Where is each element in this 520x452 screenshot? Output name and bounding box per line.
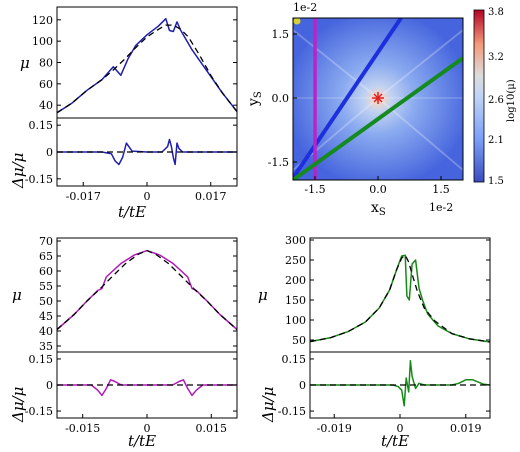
panel1-resid-xtick-label: 0.017 xyxy=(195,190,227,203)
panel3-resid-ytick-label: 0.15 xyxy=(29,353,54,366)
panel1-mag-frame xyxy=(56,6,238,119)
panel4-resid-xtick-label: -0.019 xyxy=(317,422,352,435)
panel3-mag-model-line xyxy=(56,249,238,330)
panel1-mag-ytick-label: 80 xyxy=(39,57,53,70)
panel4-mag-ytick-label: 200 xyxy=(285,274,306,287)
cb-tick-5: 1.5 xyxy=(488,176,504,187)
source-track-blue xyxy=(293,18,403,180)
panel4-mag-ytick-label: 150 xyxy=(285,294,306,307)
panel3-mag-ytick-label: 70 xyxy=(39,235,53,248)
panel4-mag-ytick-label: 300 xyxy=(285,234,306,247)
panel4-resid-data-line xyxy=(310,359,491,407)
panel4-resid-xtick-label: 0 xyxy=(397,422,404,435)
panel3-mag-ytick-label: 40 xyxy=(39,325,53,338)
map-ytick-1: 1.5 xyxy=(272,28,290,41)
panel1-mag-model-line xyxy=(56,24,238,114)
map-ytick-3: -1.5 xyxy=(268,156,289,169)
panel4: 300 250 200 150 100 50 0.15 0 -0.15 -0.019 0 0.019… xyxy=(258,234,491,450)
panel4-resid-ytick-label: 0.15 xyxy=(282,353,307,366)
panel4-mag-ytick-label: 50 xyxy=(292,334,306,347)
panel3-resid-data-line xyxy=(57,379,237,397)
panel4-mag-ytick-label: 100 xyxy=(285,314,306,327)
map-xticks: -1.5 0.0 1.5 xyxy=(304,176,450,196)
source-marker xyxy=(293,17,301,25)
map-offset-bottom: 1e-2 xyxy=(429,201,453,214)
panel1-resid-ytick-label: -0.15 xyxy=(25,173,53,186)
panel1-ylabel-mu: μ xyxy=(20,54,30,72)
panel3-xlabel: t/tE xyxy=(128,432,156,450)
panel4-mag-ytick-label: 250 xyxy=(285,254,306,267)
colorbar xyxy=(473,9,485,183)
panel4-resid-ytick-label: -0.15 xyxy=(278,405,306,418)
map-ylabel: yS xyxy=(246,91,264,107)
map-xtick-1: -1.5 xyxy=(304,183,325,196)
map-xlabel: xS xyxy=(371,200,386,218)
panel1-xlabel: t/tE xyxy=(118,203,146,221)
panel1-resid-xtick-label: -0.017 xyxy=(66,190,101,203)
panel4-resid-frame xyxy=(309,351,491,419)
colorbar-label: log10(μ) xyxy=(506,79,517,122)
panel2-map: 1e-2 1e-2 -1.5 0.0 1.5 1.5 0.0 -1.5 xS y… xyxy=(246,1,517,218)
panel3-resid-xtick-label: -0.015 xyxy=(65,422,100,435)
cb-tick-4: 2.1 xyxy=(488,135,504,146)
panel1-resid-ytick-label: 0 xyxy=(46,146,53,159)
panel4-resid-ytick-label: 0 xyxy=(299,379,306,392)
source-track-green xyxy=(293,56,463,180)
cb-tick-2: 3.2 xyxy=(488,52,504,63)
panel3-resid-xtick-label: 0.015 xyxy=(196,422,228,435)
map-offset-top: 1e-2 xyxy=(293,1,317,14)
panel3-resid-xtick-label: 0 xyxy=(144,422,151,435)
panel4-ylabel-mu: μ xyxy=(258,286,268,304)
panel3-mag-ytick-label: 60 xyxy=(39,265,53,278)
panel1-mag-ytick-label: 120 xyxy=(32,14,53,27)
panel3-resid-ytick-label: -0.15 xyxy=(25,405,53,418)
panel1-mag-data-line xyxy=(56,17,238,114)
panel4-mag-plot: 300 250 200 150 100 50 xyxy=(285,234,491,347)
panel1-resid-xtick-label: 0 xyxy=(144,190,151,203)
panel3-resid-plot: 0.15 0 -0.15 -0.015 0 0.015 xyxy=(25,353,237,435)
panel4-xlabel: t/tE xyxy=(381,432,409,450)
panel1-mag-ytick-label: 60 xyxy=(39,78,53,91)
map-xtick-3: 1.5 xyxy=(432,183,450,196)
panel3-mag-data-line xyxy=(56,249,238,331)
panel1: 120 100 80 60 40 0.15 0 -0.15 -0.017 0 0.017 μ Δμ… xyxy=(9,6,238,221)
panel3-ylabel-mu: μ xyxy=(12,286,22,304)
lens-marker xyxy=(372,92,384,104)
panel1-resid-ytick-label: 0.15 xyxy=(29,119,54,132)
panel3-resid-ytick-label: 0 xyxy=(46,379,53,392)
panel1-mag-ytick-label: 40 xyxy=(39,99,53,112)
map-yticks: 1.5 0.0 -1.5 xyxy=(268,28,297,169)
panel3-mag-ytick-label: 55 xyxy=(39,280,53,293)
panel1-mag-plot: 120 100 80 60 40 xyxy=(32,14,238,114)
panel3-resid-frame xyxy=(56,351,238,419)
colorbar-ticks: 3.8 3.2 2.6 2.1 1.5 xyxy=(488,7,504,187)
map-xtick-2: 0.0 xyxy=(369,183,387,196)
panel1-resid-frame xyxy=(56,117,238,187)
panel1-ylabel-resid: Δμ/μ xyxy=(9,153,27,189)
panel3-mag-plot: 70 65 60 55 50 45 40 35 xyxy=(39,235,238,353)
panel1-resid-data-line xyxy=(57,138,237,166)
panel3-mag-ytick-label: 50 xyxy=(39,295,53,308)
cb-tick-1: 3.8 xyxy=(488,7,504,18)
panel4-mag-model-line xyxy=(309,254,491,343)
panel3-mag-ytick-label: 45 xyxy=(39,310,53,323)
panel3-mag-ytick-label: 35 xyxy=(39,340,53,353)
panel1-mag-ytick-label: 100 xyxy=(32,35,53,48)
panel3-mag-ytick-label: 65 xyxy=(39,250,53,263)
cb-tick-3: 2.6 xyxy=(488,95,504,106)
panel4-ylabel-resid: Δμ/μ xyxy=(259,387,277,423)
map-ytick-2: 0.0 xyxy=(272,92,290,105)
panel1-resid-plot: 0.15 0 -0.15 -0.017 0 0.017 xyxy=(25,119,237,203)
panel4-resid-xtick-label: 0.019 xyxy=(450,422,482,435)
panel3-ylabel-resid: Δμ/μ xyxy=(9,387,27,423)
panel3-mag-frame xyxy=(56,237,238,353)
panel4-resid-plot: 0.15 0 -0.15 -0.019 0 0.019 xyxy=(278,353,491,435)
panel4-mag-data-line xyxy=(309,254,491,343)
